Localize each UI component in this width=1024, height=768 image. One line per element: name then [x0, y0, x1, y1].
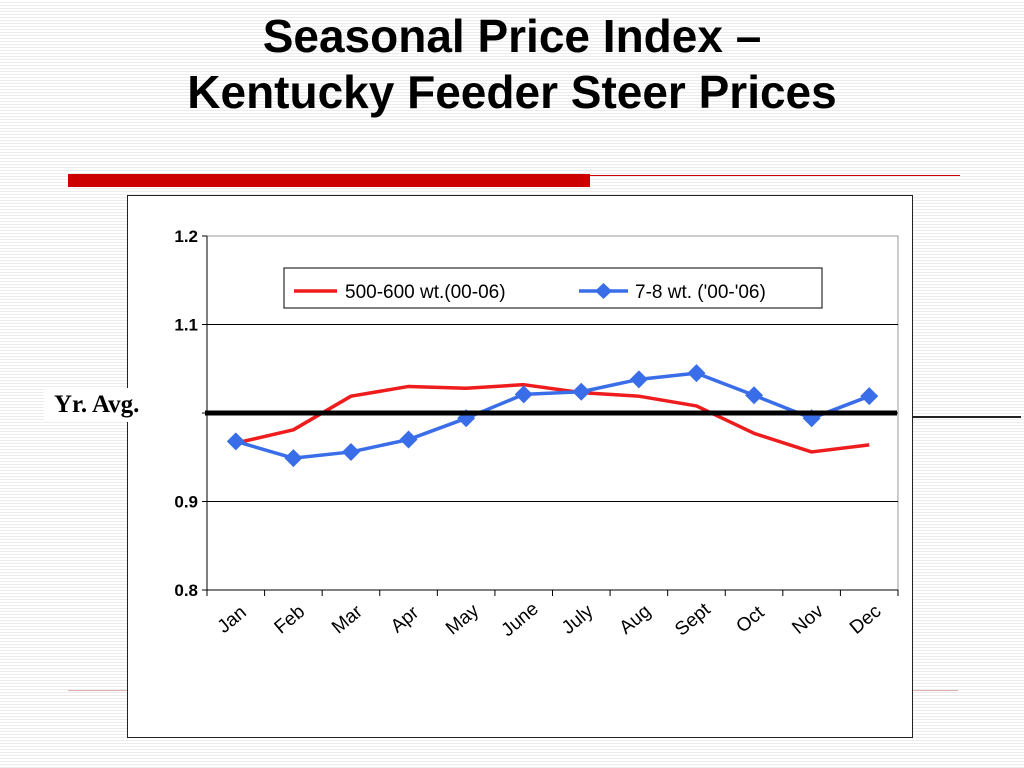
legend-label-1: 500-600 wt.(00-06) — [345, 282, 506, 303]
series-2-marker — [514, 385, 533, 404]
series-line-1 — [235, 382, 870, 454]
x-tick-label: Sept — [671, 599, 715, 641]
x-tick-label: Dec — [846, 601, 885, 639]
x-tick-label: Oct — [732, 602, 769, 638]
series-line-2 — [235, 371, 870, 460]
x-tick-label: Mar — [328, 601, 367, 639]
x-tick-label: Apr — [387, 602, 424, 638]
x-tick-label: Aug — [616, 601, 655, 639]
x-tick-label: June — [498, 599, 543, 642]
series-2-marker — [860, 387, 879, 406]
year-average-line-extension — [913, 416, 1021, 418]
series-2-marker — [284, 449, 303, 468]
legend: 500-600 wt.(00-06) 7-8 wt. ('00-'06) — [283, 267, 823, 309]
x-tick-label: May — [442, 600, 483, 639]
seasonal-index-chart: 1.2 1.1 0.9 0.8 Jan Feb Mar Apr May June July Aug Se… — [174, 227, 899, 642]
x-tick-label: Feb — [271, 601, 310, 638]
y-tick-label: 1.2 — [174, 227, 198, 246]
year-average-label: Yr. Avg. — [44, 388, 172, 422]
title-line-2: Kentucky Feeder Steer Prices — [187, 66, 837, 118]
series-2-marker — [572, 382, 591, 401]
series-2-marker — [399, 430, 418, 449]
x-tick-label: Jan — [214, 602, 251, 638]
series-2-marker — [745, 386, 764, 405]
slide-title: Seasonal Price Index – Kentucky Feeder S… — [0, 8, 1024, 120]
series-2-marker — [629, 370, 648, 389]
y-tick-label: 0.8 — [174, 581, 198, 600]
legend-label-2: 7-8 wt. ('00-'06) — [635, 282, 766, 303]
series-2-marker — [226, 432, 245, 451]
x-tick-label: July — [558, 601, 598, 639]
y-tick-label: 1.1 — [174, 316, 198, 335]
x-tick-label: Nov — [788, 601, 828, 639]
series-2-marker — [341, 442, 360, 461]
y-tick-label: 0.9 — [174, 493, 198, 512]
title-thin-rule — [590, 175, 960, 176]
legend-marker-2 — [595, 283, 612, 299]
chart-frame: 1.2 1.1 0.9 0.8 Jan Feb Mar Apr May June July Aug Se… — [127, 195, 913, 738]
legend-box — [283, 267, 823, 309]
series-2-marker — [687, 364, 706, 383]
title-line-1: Seasonal Price Index – — [262, 10, 762, 62]
title-accent-rule — [68, 174, 590, 187]
